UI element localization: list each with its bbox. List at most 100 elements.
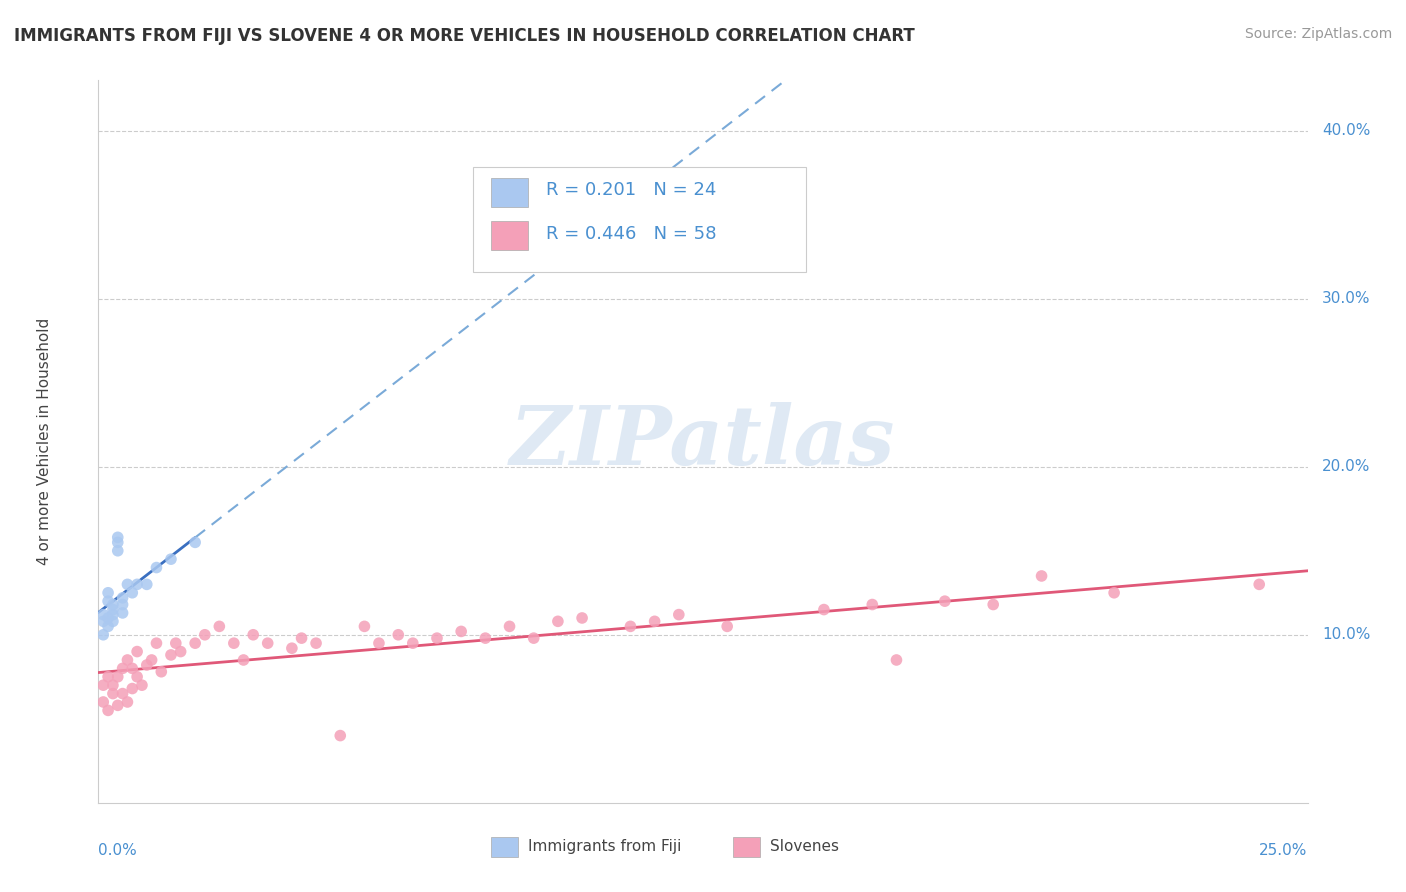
Point — [860, 598, 883, 612]
Point — [716, 619, 738, 633]
Text: 0.0%: 0.0% — [98, 843, 138, 857]
Point — [329, 729, 352, 743]
Point — [117, 695, 139, 709]
Point — [150, 665, 173, 679]
Point — [101, 687, 124, 701]
Point — [141, 653, 163, 667]
Point — [222, 636, 245, 650]
Point — [97, 611, 120, 625]
Text: Slovenes: Slovenes — [769, 838, 838, 854]
Point — [305, 636, 328, 650]
Point — [97, 594, 120, 608]
Point — [127, 577, 149, 591]
Point — [981, 598, 1004, 612]
Point — [91, 607, 114, 622]
Point — [184, 636, 207, 650]
Point — [131, 678, 153, 692]
Point — [619, 619, 641, 633]
Point — [121, 681, 143, 696]
Point — [368, 636, 391, 650]
Point — [450, 624, 472, 639]
Point — [1249, 577, 1271, 591]
Point — [169, 644, 191, 658]
Point — [1102, 586, 1125, 600]
Point — [402, 636, 425, 650]
Point — [107, 698, 129, 713]
Point — [91, 615, 114, 629]
Text: 30.0%: 30.0% — [1322, 291, 1371, 306]
Point — [117, 653, 139, 667]
Bar — [492, 178, 527, 207]
Point — [644, 615, 666, 629]
Point — [107, 670, 129, 684]
Text: 40.0%: 40.0% — [1322, 123, 1371, 138]
Point — [232, 653, 254, 667]
Point — [101, 598, 124, 612]
Bar — [492, 221, 527, 250]
Point — [107, 535, 129, 549]
Text: 20.0%: 20.0% — [1322, 459, 1371, 475]
Point — [127, 644, 149, 658]
Text: Immigrants from Fiji: Immigrants from Fiji — [527, 838, 681, 854]
Point — [668, 607, 690, 622]
Text: 25.0%: 25.0% — [1260, 843, 1308, 857]
Text: R = 0.446   N = 58: R = 0.446 N = 58 — [546, 225, 716, 244]
Point — [101, 602, 124, 616]
Point — [91, 628, 114, 642]
Point — [353, 619, 375, 633]
Point — [813, 602, 835, 616]
Point — [145, 636, 167, 650]
Point — [184, 535, 207, 549]
Point — [160, 552, 183, 566]
Bar — [734, 837, 759, 857]
Point — [111, 606, 134, 620]
Point — [101, 607, 124, 622]
Point — [127, 670, 149, 684]
Point — [107, 543, 129, 558]
Point — [107, 530, 129, 544]
Point — [111, 591, 134, 605]
Point — [117, 577, 139, 591]
Point — [101, 678, 124, 692]
Point — [135, 658, 157, 673]
Point — [145, 560, 167, 574]
Point — [91, 695, 114, 709]
Text: 4 or more Vehicles in Household: 4 or more Vehicles in Household — [37, 318, 52, 566]
Point — [426, 631, 449, 645]
Point — [547, 615, 569, 629]
Point — [387, 628, 409, 642]
Text: 10.0%: 10.0% — [1322, 627, 1371, 642]
Point — [194, 628, 217, 642]
Point — [121, 586, 143, 600]
Point — [121, 661, 143, 675]
Point — [160, 648, 183, 662]
Point — [97, 703, 120, 717]
Point — [208, 619, 231, 633]
Point — [97, 619, 120, 633]
Point — [523, 631, 546, 645]
Text: R = 0.201   N = 24: R = 0.201 N = 24 — [546, 181, 716, 199]
Point — [474, 631, 496, 645]
FancyBboxPatch shape — [474, 167, 806, 272]
Point — [111, 598, 134, 612]
Text: Source: ZipAtlas.com: Source: ZipAtlas.com — [1244, 27, 1392, 41]
Point — [498, 619, 520, 633]
Point — [91, 678, 114, 692]
Bar — [492, 837, 517, 857]
Text: IMMIGRANTS FROM FIJI VS SLOVENE 4 OR MORE VEHICLES IN HOUSEHOLD CORRELATION CHAR: IMMIGRANTS FROM FIJI VS SLOVENE 4 OR MOR… — [14, 27, 915, 45]
Point — [111, 687, 134, 701]
Point — [97, 670, 120, 684]
Text: ZIPatlas: ZIPatlas — [510, 401, 896, 482]
Point — [242, 628, 264, 642]
Point — [111, 661, 134, 675]
Point — [934, 594, 956, 608]
Point — [886, 653, 908, 667]
Point — [165, 636, 187, 650]
Point — [290, 631, 312, 645]
Point — [135, 577, 157, 591]
Point — [256, 636, 278, 650]
Point — [571, 611, 593, 625]
Point — [101, 615, 124, 629]
Point — [281, 641, 304, 656]
Point — [97, 586, 120, 600]
